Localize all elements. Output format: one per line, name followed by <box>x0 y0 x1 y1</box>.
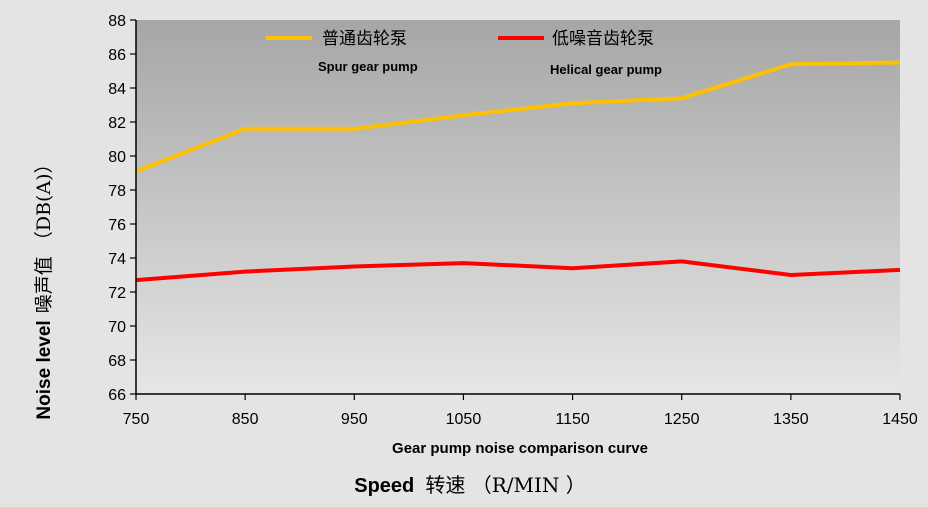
x-tick-label: 750 <box>123 411 150 428</box>
legend-label-spur: 普通齿轮泵 <box>322 29 407 49</box>
legend-sublabel-spur: Spur gear pump <box>318 59 418 74</box>
series-layer <box>135 60 901 283</box>
x-tick-label: 1450 <box>882 411 918 428</box>
y-tick-label: 84 <box>108 81 126 98</box>
y-axis-label-cn: 噪声值 （DB(A)） <box>33 154 55 313</box>
x-tick-label: 1150 <box>555 411 590 428</box>
x-axis-label-en: Speed <box>354 475 414 497</box>
y-tick-label: 86 <box>108 47 126 64</box>
y-tick-label: 74 <box>108 251 126 268</box>
y-tick-label: 70 <box>108 319 126 336</box>
x-axis-label: Speed 转速 （R/MIN ） <box>354 473 586 497</box>
chart-subtitle: Gear pump noise comparison curve <box>392 440 648 457</box>
legend-sublabel-helical: Helical gear pump <box>550 62 662 77</box>
series-line-helical <box>135 259 901 283</box>
legend-label-helical: 低噪音齿轮泵 <box>552 29 654 49</box>
y-tick-label: 80 <box>108 149 126 166</box>
y-tick-label: 78 <box>108 183 126 200</box>
x-tick-label: 1050 <box>446 411 482 428</box>
y-axis-ticks: 66 68 70 72 74 76 78 80 82 84 86 88 <box>108 13 136 404</box>
legend: 普通齿轮泵 Spur gear pump 低噪音齿轮泵 Helical gear… <box>266 29 662 77</box>
y-axis-label: Noise level 噪声值 （DB(A)） <box>33 154 55 419</box>
x-tick-label: 850 <box>232 411 259 428</box>
y-tick-label: 68 <box>108 353 126 370</box>
x-axis-ticks: 750 850 950 1050 1150 1250 1350 1450 <box>123 394 918 428</box>
y-tick-label: 88 <box>108 13 126 30</box>
y-tick-label: 66 <box>108 387 126 404</box>
x-tick-label: 1250 <box>664 411 700 428</box>
x-tick-label: 950 <box>341 411 368 428</box>
plot-area <box>136 20 900 394</box>
y-axis-label-en: Noise level <box>34 320 55 419</box>
y-tick-label: 72 <box>108 285 126 302</box>
y-tick-label: 76 <box>108 217 126 234</box>
series-line-spur <box>135 60 901 174</box>
y-tick-label: 82 <box>108 115 126 132</box>
x-tick-label: 1350 <box>773 411 809 428</box>
x-axis-label-cn: 转速 （R/MIN ） <box>425 473 585 497</box>
